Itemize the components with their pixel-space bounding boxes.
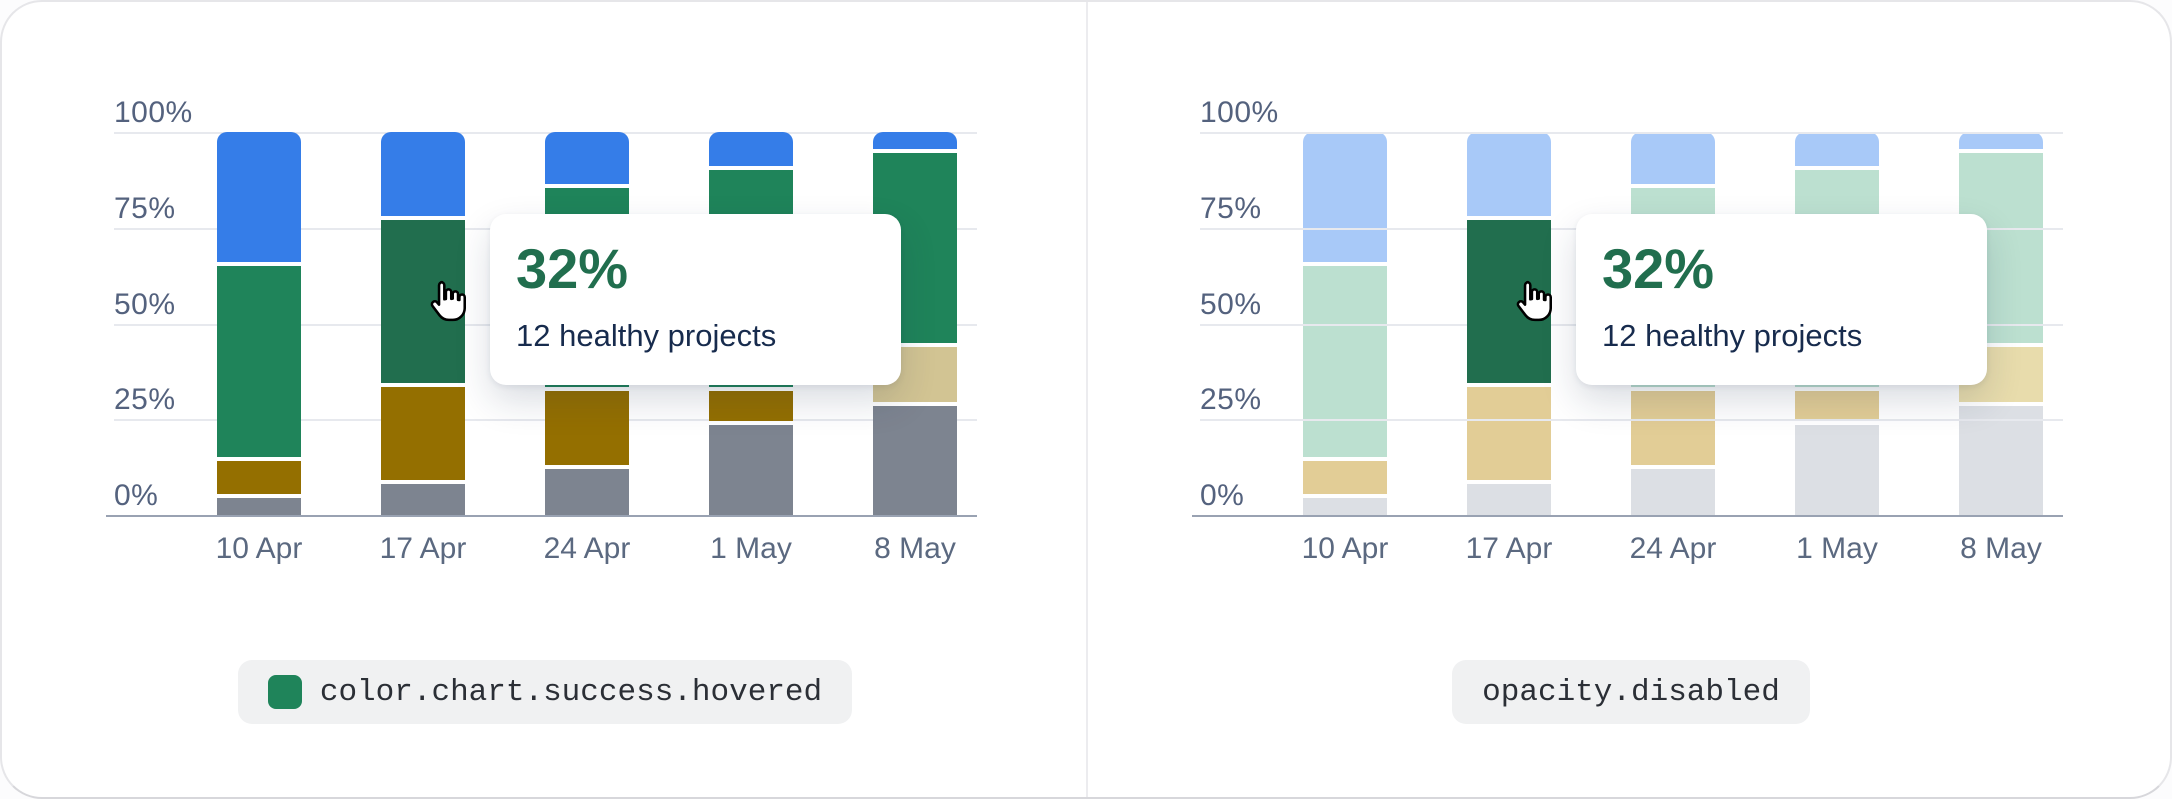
bar-segment-warning[interactable] <box>709 390 793 422</box>
bar-segment-brand[interactable] <box>1631 132 1715 184</box>
bar-segment-brand[interactable] <box>873 132 957 150</box>
stacked-bar-10-apr <box>217 132 301 515</box>
gridline-100 <box>1200 132 2063 134</box>
chart-tooltip: 32% 12 healthy projects <box>490 214 901 385</box>
panel-opacity-disabled: 32% 12 healthy projects opacity.disabled… <box>1088 2 2170 797</box>
y-axis-tick-label: 50% <box>114 287 176 321</box>
bar-segment-success[interactable] <box>1303 266 1387 458</box>
legend-row: opacity.disabled <box>1088 660 2170 724</box>
bar-segment-brand[interactable] <box>1959 132 2043 150</box>
y-axis-tick-label: 100% <box>114 96 193 129</box>
x-axis-tick-label: 1 May <box>1796 532 1878 565</box>
tooltip-description: 12 healthy projects <box>1602 318 1863 353</box>
gridline-100 <box>114 132 977 134</box>
panel-divider <box>1086 2 1088 797</box>
token-chip-success-hovered: color.chart.success.hovered <box>237 660 853 724</box>
bar-segment-brand[interactable] <box>709 132 793 167</box>
token-chip-label: opacity.disabled <box>1482 674 1780 710</box>
y-axis-tick-label: 0% <box>1200 479 1245 512</box>
legend-row: color.chart.success.hovered <box>2 660 1088 724</box>
green-swatch-icon <box>267 675 302 709</box>
stacked-bar-8-may <box>1959 132 2043 515</box>
bar-segment-neutral[interactable] <box>1959 405 2043 515</box>
hand-pointer-cursor-icon <box>1510 278 1558 326</box>
bar-segment-neutral[interactable] <box>545 469 629 515</box>
bar-segment-neutral[interactable] <box>709 425 793 515</box>
x-axis-tick-label: 24 Apr <box>1629 532 1717 565</box>
gridline-25 <box>1200 419 2063 422</box>
tooltip-description: 12 healthy projects <box>516 318 777 353</box>
stacked-bar-17-apr <box>381 132 465 515</box>
bar-segment-brand[interactable] <box>545 132 629 184</box>
x-axis-tick-label: 24 Apr <box>543 532 631 565</box>
x-axis-tick-label: 8 May <box>874 532 956 565</box>
bar-segment-brand[interactable] <box>1467 132 1551 217</box>
y-axis-tick-label: 75% <box>1200 191 1262 225</box>
bar-segment-brand[interactable] <box>381 132 465 217</box>
bar-segment-brand[interactable] <box>217 132 301 263</box>
tooltip-value: 32% <box>1602 237 1715 300</box>
bar-segment-warning[interactable] <box>217 461 301 494</box>
bar-segment-warning[interactable] <box>1795 390 1879 422</box>
panel-success-hovered: 32% 12 healthy projects color.chart.succ… <box>2 2 1088 797</box>
bar-segment-warning[interactable] <box>1467 386 1551 481</box>
stacked-bar-17-apr <box>1467 132 1551 515</box>
y-axis-tick-label: 75% <box>114 191 176 225</box>
bar-segment-warning[interactable] <box>1303 461 1387 494</box>
bar-segment-warning[interactable] <box>381 386 465 481</box>
y-axis-tick-label: 0% <box>114 479 159 512</box>
token-chip-label: color.chart.success.hovered <box>319 674 823 710</box>
x-axis-tick-label: 8 May <box>1960 532 2042 565</box>
bar-segment-neutral[interactable] <box>1795 425 1879 515</box>
x-axis-tick-label: 10 Apr <box>1301 532 1389 565</box>
y-axis-tick-label: 50% <box>1200 287 1262 321</box>
y-axis-tick-label: 25% <box>1200 383 1262 417</box>
bar-segment-brand[interactable] <box>1303 132 1387 263</box>
hand-pointer-cursor-icon <box>424 278 472 326</box>
bar-segment-neutral[interactable] <box>1467 484 1551 515</box>
stacked-bar-10-apr <box>1303 132 1387 515</box>
bar-segment-warning[interactable] <box>545 390 629 466</box>
bar-segment-neutral[interactable] <box>381 484 465 515</box>
bar-segment-brand[interactable] <box>1795 132 1879 167</box>
token-chip-opacity-disabled: opacity.disabled <box>1452 660 1810 724</box>
y-axis-tick-label: 25% <box>114 383 176 417</box>
x-axis-tick-label: 1 May <box>710 532 792 565</box>
chart-tooltip: 32% 12 healthy projects <box>1576 214 1987 385</box>
x-axis-baseline <box>106 515 977 517</box>
x-axis-tick-label: 17 Apr <box>1465 532 1553 565</box>
tooltip-value: 32% <box>516 237 629 300</box>
bar-segment-success[interactable] <box>217 266 301 458</box>
x-axis-baseline <box>1192 515 2063 517</box>
bar-segment-warning[interactable] <box>1631 390 1715 466</box>
y-axis-tick-label: 100% <box>1200 96 1279 129</box>
bar-segment-neutral[interactable] <box>1303 497 1387 515</box>
bar-segment-neutral[interactable] <box>873 405 957 515</box>
x-axis-tick-label: 17 Apr <box>379 532 467 565</box>
bar-segment-neutral[interactable] <box>1631 469 1715 515</box>
bar-segment-neutral[interactable] <box>217 497 301 515</box>
x-axis-tick-label: 10 Apr <box>215 532 303 565</box>
